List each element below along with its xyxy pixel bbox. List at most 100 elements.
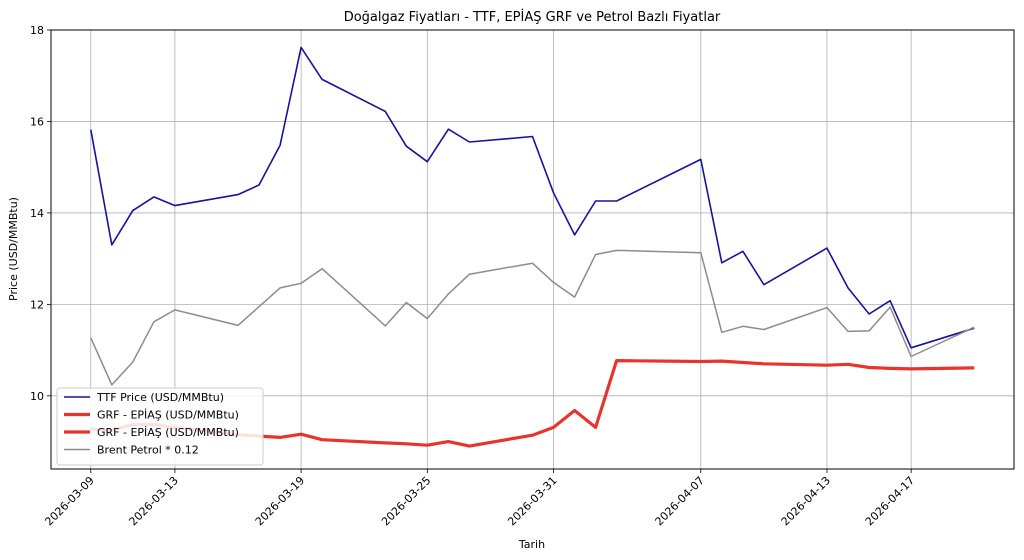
- legend-label: TTF Price (USD/MMBtu): [96, 391, 224, 404]
- y-tick-label: 16: [30, 115, 44, 128]
- data-point: [109, 383, 114, 388]
- data-point: [257, 183, 262, 188]
- data-point: [530, 261, 535, 266]
- data-point: [614, 199, 619, 204]
- series-line-ttf-price-usd-mmbtu: [90, 46, 975, 349]
- data-point: [867, 329, 872, 334]
- data-point: [698, 157, 703, 162]
- data-point: [383, 324, 388, 329]
- data-point: [972, 325, 977, 330]
- data-point: [404, 144, 409, 149]
- data-point: [404, 441, 409, 446]
- data-point: [572, 233, 577, 238]
- data-point: [257, 304, 262, 309]
- data-point: [109, 243, 114, 248]
- data-point: [719, 330, 724, 335]
- data-point: [467, 140, 472, 145]
- data-point: [320, 437, 325, 442]
- data-point: [741, 249, 746, 254]
- data-point: [446, 292, 451, 297]
- data-point: [320, 77, 325, 82]
- legend: TTF Price (USD/MMBtu) GRF - EPİAŞ (USD/MM…: [56, 387, 264, 466]
- legend-box: [56, 387, 264, 466]
- data-point: [88, 127, 93, 132]
- data-point: [614, 248, 619, 253]
- plot-frame: [50, 29, 1015, 470]
- data-point: [236, 323, 241, 328]
- data-point: [152, 319, 157, 324]
- data-point: [278, 435, 283, 440]
- data-point: [130, 360, 135, 365]
- data-point: [909, 345, 914, 350]
- data-point: [572, 295, 577, 300]
- x-axis-title: Tarih: [518, 538, 545, 551]
- data-point: [741, 324, 746, 329]
- data-point: [278, 286, 283, 291]
- data-point: [467, 444, 472, 449]
- y-tick-label: 12: [30, 298, 44, 311]
- data-point: [593, 252, 598, 257]
- data-point: [383, 441, 388, 446]
- data-point: [698, 250, 703, 255]
- data-point: [762, 361, 767, 366]
- data-point: [551, 425, 556, 430]
- data-point: [698, 359, 703, 364]
- data-point: [383, 109, 388, 114]
- data-point: [825, 363, 830, 368]
- data-point: [825, 305, 830, 310]
- data-point: [467, 272, 472, 277]
- data-point: [846, 329, 851, 334]
- legend-label: GRF - EPİAŞ (USD/MMBtu): [97, 426, 239, 439]
- data-point: [404, 300, 409, 305]
- y-axis: 10 12 14 16 18: [30, 24, 51, 403]
- y-axis-title: Price (USD/MMBtu): [7, 197, 20, 301]
- data-point: [909, 354, 914, 359]
- data-point: [593, 425, 598, 430]
- series-line-brent-petrol-0-12: [90, 249, 975, 386]
- y-tick-label: 18: [30, 24, 44, 37]
- data-point: [741, 360, 746, 365]
- data-point: [299, 281, 304, 286]
- chart-title: Doğalgaz Fiyatları - TTF, EPİAŞ GRF ve P…: [344, 9, 721, 25]
- data-point: [762, 282, 767, 287]
- data-point: [299, 432, 304, 437]
- data-point: [425, 316, 430, 321]
- data-point: [909, 367, 914, 372]
- data-point: [572, 408, 577, 413]
- data-point: [236, 192, 241, 197]
- data-point: [425, 159, 430, 164]
- data-point: [614, 358, 619, 363]
- data-point: [719, 359, 724, 364]
- data-point: [152, 195, 157, 200]
- legend-label: Brent Petrol * 0.12: [97, 444, 199, 457]
- data-point: [888, 298, 893, 303]
- data-point: [88, 335, 93, 340]
- data-point: [320, 266, 325, 271]
- data-point: [130, 208, 135, 213]
- data-point: [278, 143, 283, 148]
- data-point: [972, 366, 977, 371]
- y-tick-label: 10: [30, 390, 44, 403]
- legend-label: GRF - EPİAŞ (USD/MMBtu): [97, 409, 239, 422]
- data-point: [173, 308, 178, 313]
- data-point: [867, 312, 872, 317]
- data-point: [173, 203, 178, 208]
- data-point: [867, 365, 872, 370]
- data-point: [446, 127, 451, 132]
- data-point: [551, 190, 556, 195]
- data-point: [825, 246, 830, 251]
- data-point: [888, 305, 893, 310]
- data-point: [551, 280, 556, 285]
- data-point: [530, 134, 535, 139]
- data-point: [762, 327, 767, 332]
- data-point: [846, 362, 851, 367]
- data-point: [425, 443, 430, 448]
- data-point: [299, 45, 304, 50]
- data-point: [530, 433, 535, 438]
- data-point: [888, 366, 893, 371]
- data-point: [446, 439, 451, 444]
- data-point: [593, 199, 598, 204]
